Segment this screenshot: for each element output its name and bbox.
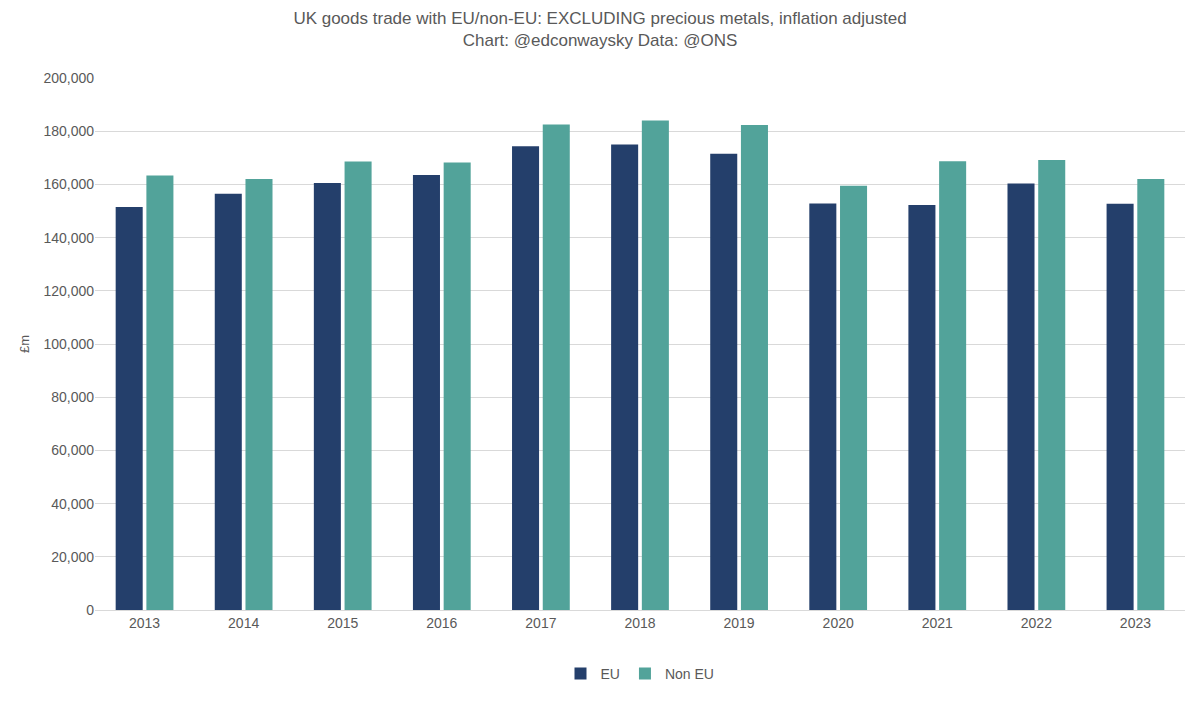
svg-text:120,000: 120,000 — [43, 283, 94, 299]
svg-text:2015: 2015 — [327, 615, 358, 631]
svg-text:2023: 2023 — [1120, 615, 1151, 631]
svg-text:80,000: 80,000 — [51, 389, 94, 405]
svg-text:2017: 2017 — [525, 615, 556, 631]
svg-text:160,000: 160,000 — [43, 176, 94, 192]
svg-text:2022: 2022 — [1021, 615, 1052, 631]
svg-text:UK goods trade with EU/non-EU:: UK goods trade with EU/non-EU: EXCLUDING… — [293, 9, 906, 50]
svg-text:2020: 2020 — [823, 615, 854, 631]
svg-text:£m: £m — [17, 335, 32, 353]
svg-text:2019: 2019 — [724, 615, 755, 631]
svg-text:2021: 2021 — [922, 615, 953, 631]
svg-text:40,000: 40,000 — [51, 496, 94, 512]
svg-text:100,000: 100,000 — [43, 336, 94, 352]
svg-text:60,000: 60,000 — [51, 442, 94, 458]
svg-text:2016: 2016 — [426, 615, 457, 631]
svg-text:2018: 2018 — [624, 615, 655, 631]
svg-text:140,000: 140,000 — [43, 230, 94, 246]
svg-text:EU: EU — [601, 666, 620, 682]
svg-text:2014: 2014 — [228, 615, 259, 631]
svg-text:20,000: 20,000 — [51, 549, 94, 565]
svg-text:2013: 2013 — [129, 615, 160, 631]
svg-text:Non EU: Non EU — [665, 666, 714, 682]
svg-text:0: 0 — [86, 602, 94, 618]
svg-text:180,000: 180,000 — [43, 123, 94, 139]
svg-text:200,000: 200,000 — [43, 70, 94, 86]
